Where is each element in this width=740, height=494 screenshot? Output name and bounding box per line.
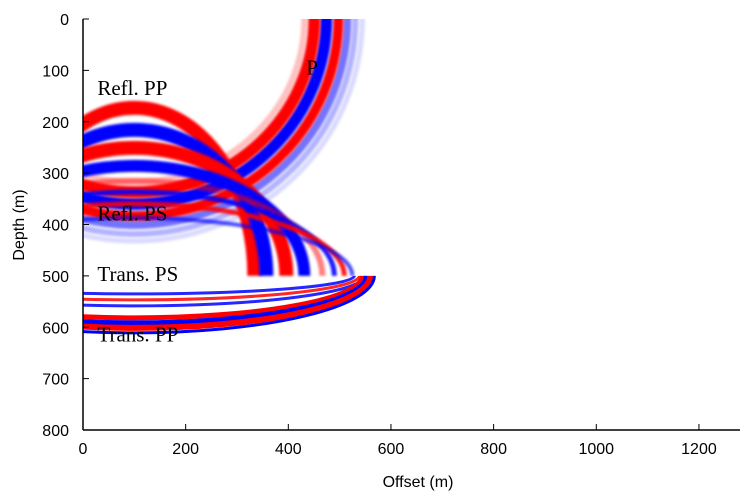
- x-tick-label: 800: [480, 441, 507, 458]
- annotation-label: P: [306, 55, 318, 79]
- y-tick-label: 400: [42, 218, 69, 235]
- x-tick-label: 1000: [578, 441, 614, 458]
- transmitted-ps-arc-2: [83, 275, 366, 308]
- transmitted-pp-arc-1: [83, 275, 369, 326]
- y-tick-label: 100: [42, 63, 69, 80]
- direct-p-wavefront-0: [83, 19, 365, 244]
- x-tick-label: 1200: [681, 441, 717, 458]
- y-tick-label: 200: [42, 115, 69, 132]
- plot-background: [83, 19, 740, 430]
- reflected-pp-arc-2: [83, 141, 294, 276]
- annotations: P Refl. PP Refl. PS Trans. PS Trans. PP: [97, 55, 318, 346]
- y-tick-label: 300: [42, 166, 69, 183]
- reflected-ps-arc-2: [83, 215, 355, 276]
- transmitted-pp-arc-2: [83, 275, 374, 331]
- transmitted-ps-arc-0: [83, 275, 356, 296]
- y-tick-label: 600: [42, 320, 69, 337]
- direct-p-wavefront-2: [83, 19, 352, 229]
- transmitted-pp-arc-0: [83, 275, 365, 321]
- y-tick-label: 500: [42, 269, 69, 286]
- direct-p-wavefront-1: [83, 19, 359, 237]
- x-axis-title: Offset (m): [383, 474, 454, 491]
- y-tick-label: 700: [42, 372, 69, 389]
- x-axis: 0 200 400 600 800 1000 1200: [79, 424, 717, 458]
- y-tick-label: 800: [42, 423, 69, 440]
- transmitted-ps-arc-1: [83, 275, 361, 302]
- annotation-label: Refl. PS: [97, 201, 167, 225]
- y-axis-title: Depth (m): [11, 189, 28, 260]
- x-tick-label: 600: [378, 441, 405, 458]
- annotation-label: Trans. PP: [97, 323, 178, 347]
- transmitted-pp-arc-3: [83, 275, 376, 335]
- x-tick-label: 0: [79, 441, 88, 458]
- annotation-label: Trans. PS: [97, 262, 178, 286]
- annotation-label: Refl. PP: [97, 76, 167, 100]
- wavefield: [83, 19, 376, 335]
- x-tick-label: 200: [172, 441, 199, 458]
- y-axis: 0 100 200 300 400 500 600 700 800: [42, 12, 89, 440]
- x-tick-label: 400: [275, 441, 302, 458]
- y-tick-label: 0: [60, 12, 69, 29]
- reflected-ps-arc-1: [83, 201, 347, 276]
